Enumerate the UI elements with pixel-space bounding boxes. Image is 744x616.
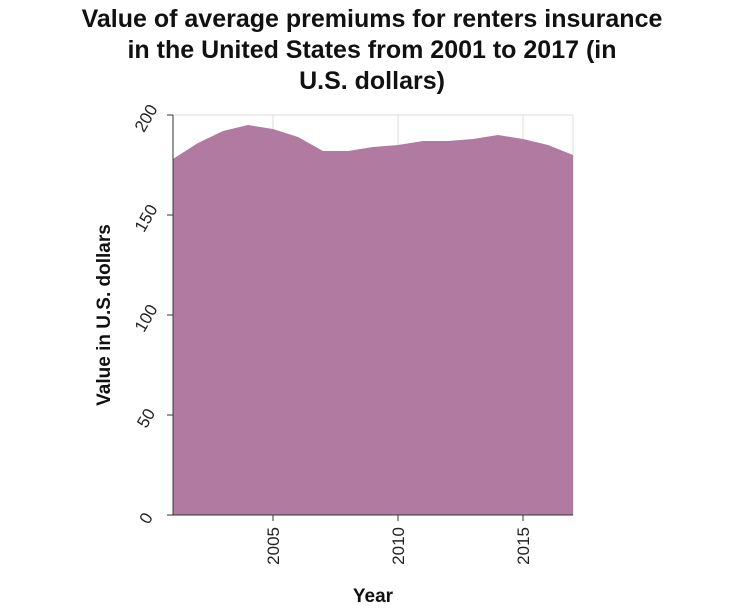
chart-title-line-1: Value of average premiums for renters in… bbox=[81, 5, 663, 33]
y-axis-title: Value in U.S. dollars bbox=[94, 224, 115, 406]
x-tick-label: 2015 bbox=[514, 527, 533, 565]
y-tick-label: 50 bbox=[133, 405, 159, 431]
chart-title-line-3: U.S. dollars) bbox=[299, 67, 445, 95]
y-tick-label: 0 bbox=[136, 509, 157, 527]
area-series bbox=[173, 125, 573, 515]
axes bbox=[167, 114, 573, 521]
x-tick-label: 2005 bbox=[264, 527, 283, 565]
x-axis-title: Year bbox=[353, 586, 394, 607]
chart-title-line-2: in the United States from 2001 to 2017 (… bbox=[127, 36, 617, 64]
chart-title: Value of average premiums for renters in… bbox=[0, 4, 744, 97]
y-tick-label: 200 bbox=[131, 101, 162, 135]
x-tick-label: 2010 bbox=[389, 527, 408, 565]
y-tick-label: 150 bbox=[131, 201, 162, 235]
area-fill bbox=[173, 125, 573, 515]
y-tick-label: 100 bbox=[131, 301, 162, 335]
